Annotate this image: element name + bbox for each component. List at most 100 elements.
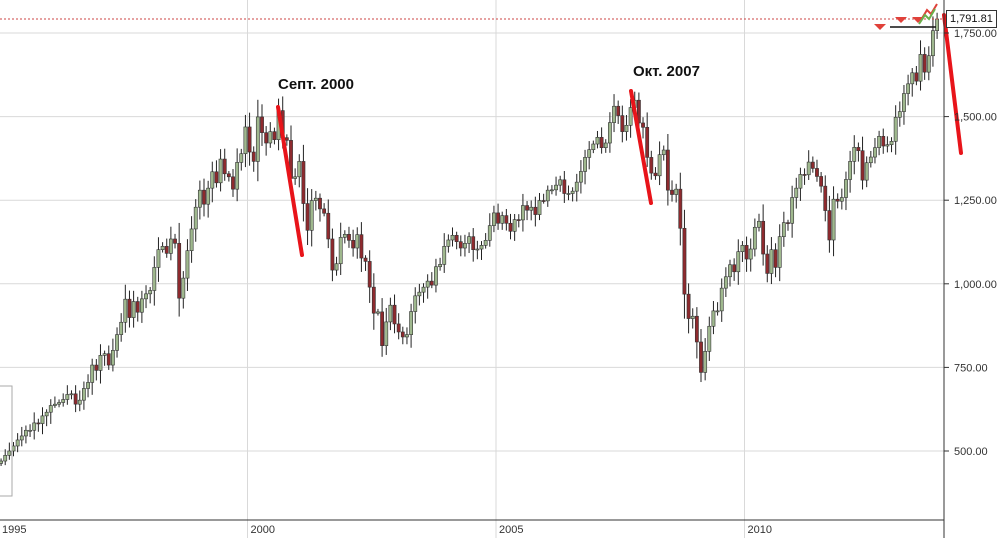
candle-body bbox=[641, 122, 645, 128]
candle-body bbox=[110, 350, 115, 366]
candle-body bbox=[570, 190, 575, 194]
candle-body bbox=[3, 455, 8, 462]
x-tick-label: 2010 bbox=[748, 524, 772, 536]
candle-body bbox=[607, 122, 612, 144]
candle-body bbox=[24, 429, 28, 437]
candle-body bbox=[405, 334, 409, 338]
candle-body bbox=[914, 72, 919, 82]
candle-body bbox=[123, 298, 128, 323]
candle-body bbox=[173, 238, 177, 244]
candle-body bbox=[309, 200, 314, 231]
candle-body bbox=[7, 450, 12, 456]
candle-body bbox=[566, 193, 571, 195]
candle-body bbox=[752, 226, 757, 250]
candle-body bbox=[674, 188, 679, 195]
grid bbox=[0, 0, 944, 538]
candle-body bbox=[77, 399, 82, 405]
candle-body bbox=[707, 325, 712, 352]
candle-body bbox=[620, 115, 625, 132]
candle-body bbox=[392, 304, 397, 325]
candle-body bbox=[765, 253, 770, 274]
candle-body bbox=[471, 236, 476, 250]
candle-body bbox=[131, 301, 136, 318]
candle-body bbox=[922, 54, 927, 73]
trend-line bbox=[276, 105, 304, 257]
candle-body bbox=[769, 249, 774, 274]
candle-body bbox=[715, 310, 720, 313]
candle-body bbox=[757, 220, 761, 228]
candle-body bbox=[243, 126, 248, 155]
candle-body bbox=[802, 174, 807, 176]
candle-body bbox=[628, 107, 633, 126]
candle-body bbox=[255, 116, 260, 162]
candles bbox=[0, 12, 939, 466]
candle-body bbox=[0, 460, 3, 464]
candle-body bbox=[189, 228, 194, 251]
candle-body bbox=[931, 30, 935, 57]
candle-body bbox=[533, 206, 538, 215]
candle-body bbox=[61, 399, 66, 403]
candle-body bbox=[326, 212, 331, 240]
candle-body bbox=[690, 315, 695, 319]
candle-body bbox=[864, 162, 869, 181]
candle-body bbox=[82, 388, 86, 401]
candle-body bbox=[28, 429, 32, 432]
candle-body bbox=[119, 321, 124, 335]
candle-body bbox=[719, 287, 724, 312]
candle-body bbox=[516, 219, 521, 221]
candle-body bbox=[541, 200, 546, 202]
candle-body bbox=[330, 238, 335, 271]
candle-body bbox=[434, 266, 438, 286]
candle-body bbox=[748, 248, 753, 260]
candle-body bbox=[318, 197, 322, 210]
candle-body bbox=[877, 136, 882, 148]
candle-body bbox=[653, 172, 658, 177]
candle-body bbox=[164, 246, 169, 254]
candle-body bbox=[508, 222, 513, 232]
signal-icon bbox=[918, 8, 936, 25]
x-tick-label: 1995 bbox=[2, 524, 26, 536]
candle-body bbox=[367, 261, 372, 288]
candle-body bbox=[496, 212, 500, 224]
candle-body bbox=[935, 18, 939, 31]
candle-body bbox=[678, 188, 683, 229]
candle-body bbox=[409, 311, 413, 335]
candle-body bbox=[612, 105, 616, 123]
candle-body bbox=[794, 187, 799, 198]
candle-body bbox=[102, 353, 107, 356]
candle-body bbox=[736, 251, 741, 273]
candle-body bbox=[32, 422, 37, 431]
candle-body bbox=[69, 393, 74, 396]
candle-body bbox=[44, 411, 49, 417]
candle-body bbox=[94, 364, 99, 371]
candle-body bbox=[206, 187, 211, 205]
candle-body bbox=[881, 136, 886, 147]
candle-body bbox=[359, 234, 364, 259]
candle-body bbox=[442, 246, 447, 265]
candle-body bbox=[558, 179, 563, 186]
y-tick-label: 500.00 bbox=[954, 446, 988, 458]
candle-body bbox=[115, 334, 119, 351]
x-axis: 1995 2000 2005 2010 bbox=[0, 519, 944, 536]
candle-body bbox=[400, 331, 405, 338]
y-tick-label: 1,500.00 bbox=[954, 112, 997, 124]
candle-body bbox=[342, 234, 347, 238]
candle-body bbox=[272, 131, 277, 140]
candle-body bbox=[831, 198, 836, 241]
candle-body bbox=[454, 235, 459, 242]
candle-body bbox=[338, 237, 343, 265]
candle-body bbox=[421, 286, 426, 293]
candle-body bbox=[260, 116, 264, 133]
plot-area bbox=[0, 0, 944, 520]
candle-body bbox=[413, 295, 418, 312]
candle-body bbox=[363, 257, 368, 262]
candle-body bbox=[591, 143, 596, 151]
candle-body bbox=[40, 415, 45, 424]
candle-body bbox=[371, 286, 376, 314]
candle-body bbox=[467, 236, 471, 244]
candle-body bbox=[247, 126, 252, 153]
candle-body bbox=[587, 149, 592, 158]
candle-body bbox=[773, 249, 778, 268]
candle-body bbox=[218, 158, 223, 184]
candle-body bbox=[599, 137, 604, 148]
